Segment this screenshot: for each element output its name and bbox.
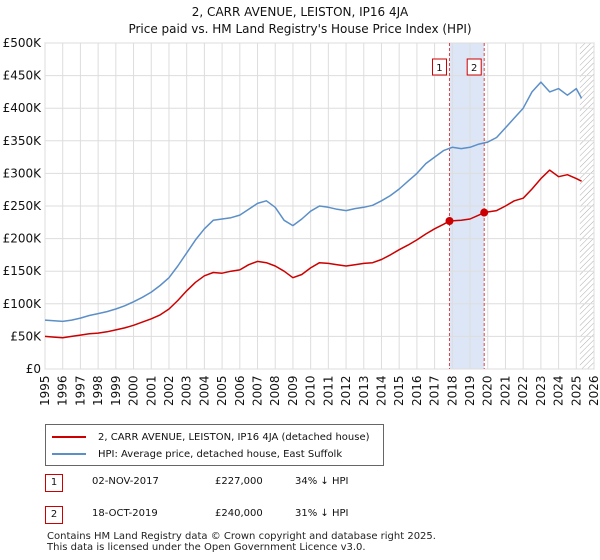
x-tick-label: 2013 [357,375,371,406]
y-tick-label: £450K [3,69,43,83]
y-tick-label: £500K [3,36,43,50]
x-tick-label: 2023 [534,375,548,406]
x-tick-label: 2014 [374,375,388,406]
x-tick-label: 2007 [251,375,265,406]
x-tick-label: 2024 [552,375,566,406]
x-tick-label: 2010 [304,375,318,406]
y-tick-label: £200K [3,232,43,246]
x-tick-label: 2006 [233,375,247,406]
x-tick-label: 2021 [498,375,512,406]
transaction-date: 18-OCT-2019 [92,508,158,519]
x-tick-label: 1998 [91,375,105,406]
x-tick-label: 2003 [180,375,194,406]
transaction-label-box [466,58,482,76]
property-price-line [44,169,582,339]
x-tick-label: 2002 [162,375,176,406]
y-tick-label: £0 [26,362,41,376]
footer-licence: This data is licensed under the Open Gov… [47,542,366,553]
legend-item-property: 2, CARR AVENUE, LEISTON, IP16 4JA (detac… [52,429,370,445]
hpi-line [44,81,583,323]
chart-subtitle: Price paid vs. HM Land Registry's House … [128,22,471,36]
legend-label-hpi: HPI: Average price, detached house, East… [98,448,343,460]
x-tick-label: 2017 [428,375,442,406]
x-tick-label: 2016 [410,375,424,406]
x-tick-label: 1999 [109,375,123,406]
chart-title: 2, CARR AVENUE, LEISTON, IP16 4JA [192,5,409,19]
transaction-label: 2 [471,63,477,74]
x-tick-label: 2019 [463,375,477,406]
legend-swatch-property [52,436,86,438]
x-tick-label: 1997 [73,375,87,406]
y-tick-label: £100K [3,297,43,311]
transaction-row: 1 02-NOV-2017 £227,000 34% ↓ HPI [45,474,545,494]
transaction-row: 2 18-OCT-2019 £240,000 31% ↓ HPI [45,506,545,526]
legend-label-property: 2, CARR AVENUE, LEISTON, IP16 4JA (detac… [98,431,370,443]
y-tick-label: £300K [3,166,43,180]
footer-copyright: Contains HM Land Registry data © Crown c… [47,531,436,542]
x-tick-label: 2008 [268,375,282,406]
x-tick-label: 2000 [127,375,141,406]
x-tick-label: 1995 [38,375,52,406]
transaction-badge: 2 [45,506,63,524]
transaction-price: £227,000 [215,476,263,487]
legend-item-hpi: HPI: Average price, detached house, East… [52,446,342,462]
legend: 2, CARR AVENUE, LEISTON, IP16 4JA (detac… [45,424,384,466]
x-tick-label: 2018 [445,375,459,406]
x-tick-label: 2009 [286,375,300,406]
x-tick-label: 2015 [392,375,406,406]
x-tick-label: 2022 [516,375,530,406]
x-tick-label: 2026 [587,375,600,406]
x-tick-label: 2011 [321,375,335,406]
legend-swatch-hpi [52,453,86,455]
x-tick-label: 2025 [569,375,583,406]
x-tick-label: 2001 [144,375,158,406]
transaction-point [480,208,489,217]
transaction-badge: 1 [45,474,63,492]
x-tick-label: 2020 [481,375,495,406]
transaction-hpi-delta: 34% ↓ HPI [295,476,349,487]
y-tick-label: £350K [3,134,43,148]
x-tick-label: 2005 [215,375,229,406]
y-tick-label: £50K [10,329,42,343]
y-tick-label: £400K [3,101,43,115]
footer-attribution: Contains HM Land Registry data © Crown c… [47,531,436,553]
transaction-hpi-delta: 31% ↓ HPI [295,508,349,519]
x-tick-label: 1996 [56,375,70,406]
y-tick-label: £250K [3,199,43,213]
transaction-date: 02-NOV-2017 [92,476,159,487]
transaction-price: £240,000 [215,508,263,519]
transaction-label-box [431,58,447,76]
transaction-label: 1 [436,63,442,74]
x-tick-label: 2012 [339,375,353,406]
y-tick-label: £150K [3,264,43,278]
transaction-point [445,216,454,225]
x-tick-label: 2004 [197,375,211,406]
price-chart: 1 2 £0 £50K £100K £150K £200K £250K £300K £350K £4… [3,5,600,406]
